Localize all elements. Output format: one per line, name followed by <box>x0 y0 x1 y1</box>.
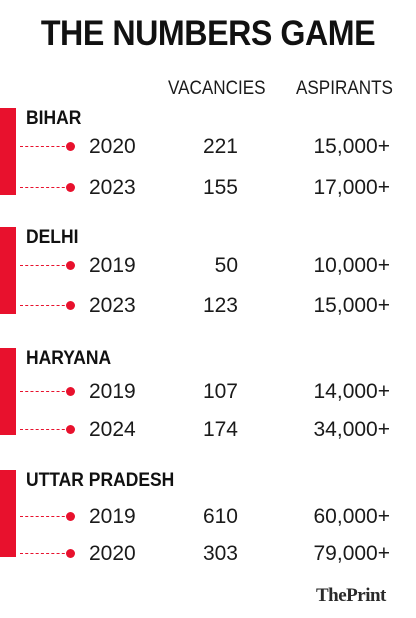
state-name: UTTAR PRADESH <box>26 470 175 491</box>
state-marker-bar <box>0 470 16 557</box>
vacancies-cell: 610 <box>202 505 238 528</box>
table-row: 2020 303 79,000+ <box>0 542 416 566</box>
bullet-dot-icon <box>66 183 75 192</box>
aspirants-cell: 60,000+ <box>313 505 391 528</box>
year-cell: 2020 <box>89 542 136 565</box>
column-header-vacancies: VACANCIES <box>168 78 266 99</box>
vacancies-cell: 174 <box>202 418 238 441</box>
aspirants-cell: 10,000+ <box>313 254 391 277</box>
bullet-dot-icon <box>66 512 75 521</box>
vacancies-cell: 107 <box>202 380 238 403</box>
table-row: 2023 123 15,000+ <box>0 294 416 318</box>
bullet-dot-icon <box>66 261 75 270</box>
dashed-connector <box>20 391 70 392</box>
state-name: HARYANA <box>26 348 112 369</box>
bullet-dot-icon <box>66 387 75 396</box>
vacancies-cell: 155 <box>202 176 238 199</box>
aspirants-cell: 14,000+ <box>313 380 391 403</box>
year-cell: 2019 <box>89 380 136 403</box>
bullet-dot-icon <box>66 549 75 558</box>
dashed-connector <box>20 146 70 147</box>
column-header-aspirants: ASPIRANTS <box>296 78 393 99</box>
bullet-dot-icon <box>66 425 75 434</box>
year-cell: 2020 <box>89 135 136 158</box>
aspirants-cell: 15,000+ <box>313 135 391 158</box>
bullet-dot-icon <box>66 142 75 151</box>
bullet-dot-icon <box>66 301 75 310</box>
aspirants-cell: 17,000+ <box>313 176 391 199</box>
dashed-connector <box>20 516 70 517</box>
table-row: 2019 50 10,000+ <box>0 254 416 278</box>
state-name: DELHI <box>26 227 79 248</box>
dashed-connector <box>20 305 70 306</box>
aspirants-cell: 79,000+ <box>313 542 391 565</box>
year-cell: 2019 <box>89 254 136 277</box>
vacancies-cell: 221 <box>202 135 238 158</box>
dashed-connector <box>20 429 70 430</box>
vacancies-cell: 303 <box>202 542 238 565</box>
table-row: 2019 107 14,000+ <box>0 380 416 404</box>
state-marker-bar <box>0 108 16 195</box>
state-name: BIHAR <box>26 108 82 129</box>
year-cell: 2023 <box>89 176 136 199</box>
year-cell: 2019 <box>89 505 136 528</box>
table-row: 2024 174 34,000+ <box>0 418 416 442</box>
state-marker-bar <box>0 227 16 314</box>
state-marker-bar <box>0 348 16 435</box>
vacancies-cell: 123 <box>202 294 238 317</box>
dashed-connector <box>20 265 70 266</box>
dashed-connector <box>20 553 70 554</box>
vacancies-cell: 50 <box>214 254 238 277</box>
year-cell: 2024 <box>89 418 136 441</box>
aspirants-cell: 15,000+ <box>313 294 391 317</box>
table-row: 2020 221 15,000+ <box>0 135 416 159</box>
table-row: 2019 610 60,000+ <box>0 505 416 529</box>
table-row: 2023 155 17,000+ <box>0 176 416 200</box>
year-cell: 2023 <box>89 294 136 317</box>
page-title: THE NUMBERS GAME <box>40 14 376 53</box>
dashed-connector <box>20 187 70 188</box>
brand-logo: ThePrint <box>316 585 386 606</box>
aspirants-cell: 34,000+ <box>313 418 391 441</box>
